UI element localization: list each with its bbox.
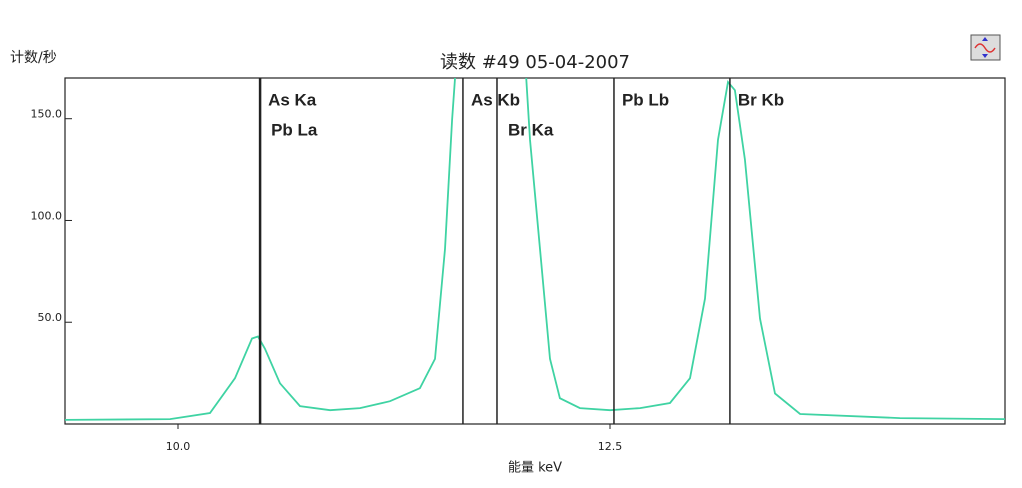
plot-frame [64, 77, 1006, 425]
plot-area [65, 78, 1005, 424]
chart-title: 读数 #49 05-04-2007 [440, 52, 630, 73]
icon-wave [974, 43, 996, 53]
y-tick-label: 100.0 [31, 209, 63, 222]
element-label: As Kb [471, 90, 520, 109]
x-tick-label: 12.5 [598, 440, 623, 453]
element-label: Pb La [271, 120, 318, 139]
element-label: As Ka [268, 90, 317, 109]
y-tick-label: 50.0 [38, 311, 63, 324]
x-axis-label: 能量 keV [508, 461, 562, 476]
y-tick-label: 150.0 [31, 108, 63, 121]
x-tick-label: 10.0 [166, 440, 191, 453]
element-label: Br Ka [508, 120, 554, 139]
y-axis-label: 计数/秒 [10, 50, 57, 66]
toolbar-icon[interactable] [970, 34, 1001, 61]
element-label: Pb Lb [622, 90, 669, 109]
element-label: Br Kb [738, 90, 784, 109]
spectrum-line [65, 78, 1005, 421]
